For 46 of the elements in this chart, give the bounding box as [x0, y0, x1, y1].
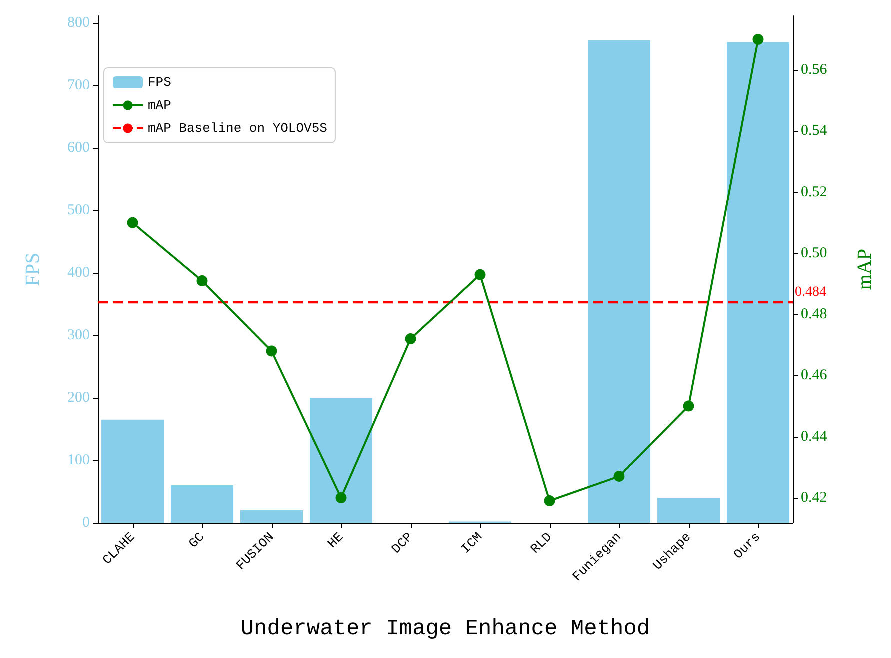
point — [683, 400, 694, 412]
point — [544, 496, 556, 506]
point — [752, 34, 764, 46]
y-tick-label: 500 — [68, 202, 90, 218]
y-tick-label: 100 — [68, 452, 90, 468]
y-tick-label: 200 — [68, 390, 90, 406]
point — [336, 492, 347, 504]
bar — [240, 510, 304, 523]
bar — [726, 42, 790, 523]
y2-tick-label: 0.52 — [801, 184, 828, 200]
x-tick-label: RLD — [528, 530, 556, 557]
y2-tick-label: 0.54 — [801, 123, 828, 140]
x-axis-title: Underwater Image Enhance Method — [240, 616, 650, 642]
point — [474, 269, 486, 280]
y-tick-label: 700 — [68, 77, 90, 94]
bar — [657, 498, 720, 523]
y2-tick-label: 0.46 — [801, 368, 828, 384]
y2-tick-label: 0.50 — [801, 245, 828, 262]
y-tick-label: 400 — [68, 264, 90, 281]
y-tick-label: 600 — [68, 140, 90, 156]
y2-tick-label: 0.42 — [801, 490, 828, 506]
point — [196, 275, 208, 286]
bar — [170, 485, 234, 523]
y-tick-label: 800 — [68, 14, 90, 31]
point — [266, 346, 278, 357]
y2-tick-label: 0.44 — [801, 428, 828, 445]
legend-label: mAP Baseline on YOLOV5S — [148, 121, 328, 136]
x-tick-label: GC — [186, 530, 208, 552]
bar — [588, 40, 651, 523]
y2-axis-title: mAP — [854, 248, 876, 290]
y2-tick-label: 0.56 — [801, 62, 828, 78]
point — [405, 334, 416, 345]
y-axis-title: FPS — [22, 252, 44, 286]
text: 0.484 — [795, 284, 826, 300]
point — [127, 217, 138, 228]
x-tick-label: HE — [324, 530, 347, 552]
y-tick-label: 300 — [68, 327, 90, 344]
legend-label: mAP — [148, 98, 172, 113]
y2-tick-label: 0.48 — [801, 306, 828, 323]
point — [614, 471, 625, 482]
x-tick-label: DCP — [388, 530, 416, 557]
y-tick-label: 0 — [82, 515, 90, 531]
bar — [101, 420, 164, 523]
legend-label: FPS — [148, 75, 172, 90]
x-tick-label: ICM — [458, 530, 486, 557]
bar — [310, 398, 373, 523]
